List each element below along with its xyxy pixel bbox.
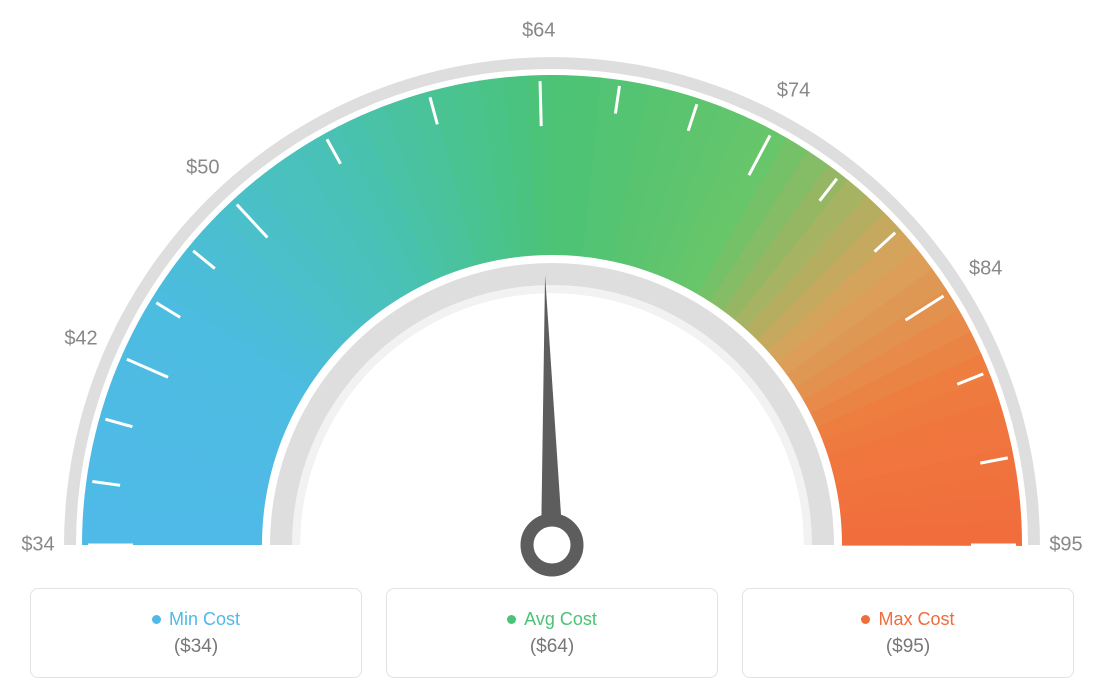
- legend-label-max: Max Cost: [878, 609, 954, 630]
- gauge-tick-label: $34: [21, 534, 54, 557]
- gauge-tick-label: $42: [64, 328, 97, 351]
- legend-value-min: ($34): [174, 636, 218, 658]
- legend-card-min: Min Cost ($34): [30, 588, 362, 678]
- legend-value-avg: ($64): [530, 636, 574, 658]
- gauge-tick-label: $74: [777, 80, 810, 103]
- legend-dot-avg: [507, 615, 516, 624]
- cost-gauge: $34 $42 $50 $64 $74 $84 $95: [0, 0, 1104, 580]
- legend-dot-max: [861, 615, 870, 624]
- legend-dot-min: [152, 615, 161, 624]
- legend-label-min: Min Cost: [169, 609, 240, 630]
- legend-value-max: ($95): [886, 636, 930, 658]
- gauge-tick-label: $50: [186, 156, 219, 179]
- gauge-tick-label: $64: [522, 20, 555, 43]
- gauge-tick-label: $84: [969, 258, 1002, 281]
- legend-card-max: Max Cost ($95): [742, 588, 1074, 678]
- legend-label-avg: Avg Cost: [524, 609, 597, 630]
- legend-row: Min Cost ($34) Avg Cost ($64) Max Cost (…: [0, 588, 1104, 690]
- gauge-tick-label: $95: [1049, 534, 1082, 557]
- legend-card-avg: Avg Cost ($64): [386, 588, 718, 678]
